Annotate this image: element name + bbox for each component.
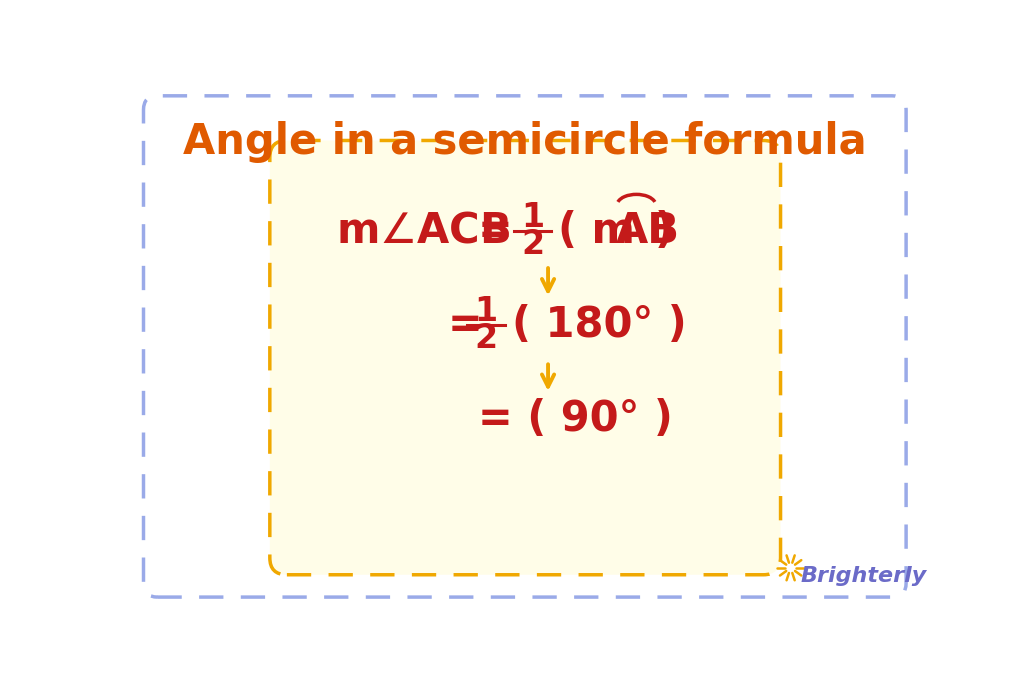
Text: 1: 1	[474, 295, 498, 328]
Text: ( m: ( m	[558, 210, 635, 251]
Text: Brighterly: Brighterly	[801, 566, 927, 585]
Text: =: =	[477, 210, 512, 251]
Text: AB: AB	[616, 210, 680, 251]
Text: m$\angle$ACB: m$\angle$ACB	[336, 210, 510, 251]
Text: ): )	[655, 210, 674, 251]
Text: 1: 1	[521, 201, 544, 234]
Text: Angle in a semicircle formula: Angle in a semicircle formula	[183, 121, 866, 163]
Text: 2: 2	[521, 228, 544, 261]
Text: =: =	[447, 303, 482, 346]
Text: ( 180° ): ( 180° )	[512, 303, 686, 346]
Text: = ( 90° ): = ( 90° )	[478, 398, 673, 441]
FancyBboxPatch shape	[270, 141, 780, 575]
Text: 2: 2	[474, 322, 498, 355]
FancyBboxPatch shape	[143, 96, 906, 597]
